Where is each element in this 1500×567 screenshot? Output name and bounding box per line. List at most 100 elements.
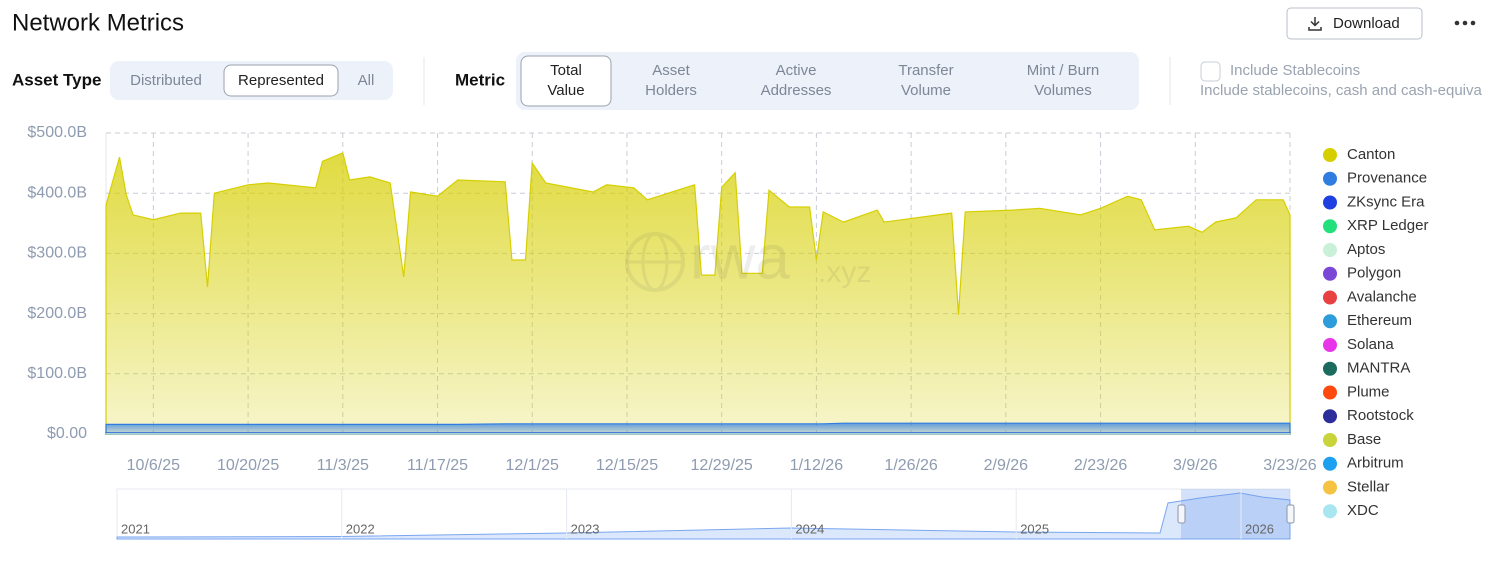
- legend-swatch[interactable]: [1323, 314, 1337, 329]
- watermark-text: rwa: [690, 223, 790, 292]
- legend-label[interactable]: MANTRA: [1347, 360, 1410, 377]
- legend-swatch[interactable]: [1323, 361, 1337, 376]
- selected-option[interactable]: [520, 55, 612, 107]
- asset-type-option[interactable]: Distributed: [130, 72, 202, 89]
- legend-label[interactable]: Provenance: [1347, 170, 1427, 187]
- metric-option[interactable]: Value: [547, 82, 584, 99]
- legend-label[interactable]: Stellar: [1347, 478, 1390, 495]
- metric-label: Metric: [455, 70, 505, 89]
- legend-swatch[interactable]: [1323, 409, 1337, 424]
- asset-type-label: Asset Type: [12, 70, 101, 89]
- x-tick-label: 2/23/26: [1074, 457, 1127, 474]
- navigator-handle[interactable]: [1177, 504, 1186, 524]
- stablecoins-checkbox[interactable]: [1200, 61, 1221, 82]
- legend-swatch[interactable]: [1323, 148, 1337, 162]
- area-series: [105, 152, 1291, 435]
- download-button-frame[interactable]: [1286, 7, 1423, 40]
- menu-dot[interactable]: [1462, 20, 1468, 26]
- legend-label[interactable]: Avalanche: [1347, 288, 1417, 305]
- legend-swatch[interactable]: [1323, 456, 1337, 471]
- download-button[interactable]: Download: [1286, 7, 1423, 40]
- metric-option[interactable]: Mint / Burn: [1027, 62, 1100, 79]
- navigator-label: 2025: [1020, 521, 1049, 536]
- legend-label[interactable]: Arbitrum: [1347, 455, 1404, 472]
- legend-label[interactable]: Solana: [1347, 336, 1394, 353]
- x-tick-label: 2/9/26: [984, 457, 1029, 474]
- legend-swatch[interactable]: [1323, 195, 1337, 210]
- watermark: rwa .xyz: [625, 223, 871, 292]
- legend-label[interactable]: Canton: [1347, 146, 1395, 163]
- metric-group: [516, 52, 1139, 110]
- metric-option[interactable]: Transfer: [898, 62, 953, 79]
- x-tick-label: 3/9/26: [1173, 457, 1218, 474]
- x-tick-label: 1/26/26: [884, 457, 937, 474]
- legend-label[interactable]: Ethereum: [1347, 312, 1412, 329]
- stablecoins-label[interactable]: Include Stablecoins: [1230, 62, 1360, 79]
- x-tick-label: 12/15/25: [596, 457, 658, 474]
- legend-swatch[interactable]: [1323, 504, 1337, 519]
- legend-swatch[interactable]: [1323, 480, 1337, 495]
- menu-dot[interactable]: [1470, 20, 1476, 26]
- page-title: Network Metrics: [12, 9, 184, 36]
- y-tick-label: $400.0B: [27, 184, 87, 201]
- selected-option[interactable]: [223, 64, 339, 97]
- navigator-selection[interactable]: [1181, 489, 1290, 539]
- x-tick-label: 12/29/25: [691, 457, 753, 474]
- metric-option[interactable]: Addresses: [761, 82, 832, 99]
- chart: $0.00 $100.0B $200.0B $300.0B $400.0B $500.0B…: [27, 124, 1428, 519]
- legend-label[interactable]: Aptos: [1347, 241, 1385, 258]
- metric-option[interactable]: Volume: [901, 82, 951, 99]
- watermark-text: .xyz: [818, 256, 871, 289]
- watermark-globe: [625, 232, 685, 292]
- y-tick-label: $100.0B: [27, 365, 87, 382]
- watermark-globe: [641, 232, 669, 292]
- metric-option[interactable]: Volumes: [1034, 82, 1092, 99]
- x-tick-label: 10/6/25: [127, 457, 180, 474]
- navigator-label: 2024: [795, 521, 824, 536]
- menu-dot[interactable]: [1454, 20, 1460, 26]
- legend-swatch[interactable]: [1323, 433, 1337, 447]
- legend-label[interactable]: Base: [1347, 431, 1381, 448]
- navigator-series: [116, 492, 1291, 540]
- legend-label[interactable]: Rootstock: [1347, 407, 1414, 424]
- x-tick-label: 1/12/26: [790, 457, 843, 474]
- legend-label[interactable]: Plume: [1347, 383, 1390, 400]
- legend-swatch[interactable]: [1323, 219, 1337, 234]
- legend-swatch[interactable]: [1323, 385, 1337, 400]
- y-tick-label: $0.00: [47, 425, 87, 442]
- stablecoins-description: Include stablecoins, cash and cash-equiv…: [1200, 82, 1483, 99]
- legend-swatch[interactable]: [1323, 266, 1337, 281]
- asset-type-option[interactable]: All: [358, 72, 375, 89]
- legend-swatch[interactable]: [1323, 243, 1337, 257]
- legend-label[interactable]: XRP Ledger: [1347, 217, 1428, 234]
- navigator-handle[interactable]: [1286, 504, 1295, 524]
- asset-type-option[interactable]: Represented: [238, 72, 324, 89]
- navigator-label: 2021: [121, 521, 150, 536]
- legend-swatch[interactable]: [1323, 171, 1337, 186]
- x-tick-label: 12/1/25: [506, 457, 559, 474]
- x-tick-label: 10/20/25: [217, 457, 279, 474]
- legend-label[interactable]: ZKsync Era: [1347, 193, 1425, 210]
- navigator-label: 2026: [1245, 521, 1274, 536]
- y-tick-label: $500.0B: [27, 124, 87, 141]
- legend-swatch[interactable]: [1323, 290, 1337, 305]
- y-tick-label: $300.0B: [27, 245, 87, 262]
- metric-option[interactable]: Asset: [652, 62, 690, 79]
- legend-swatch[interactable]: [1323, 338, 1337, 352]
- metric-option[interactable]: Total: [550, 62, 582, 79]
- download-label[interactable]: Download: [1333, 15, 1400, 32]
- navigator[interactable]: 2021 2022 2023 2024 2025 2026: [116, 488, 1295, 540]
- metric-option[interactable]: Holders: [645, 82, 697, 99]
- metric-option[interactable]: Active: [776, 62, 817, 79]
- navigator-label: 2023: [571, 521, 600, 536]
- legend-label[interactable]: XDC: [1347, 502, 1379, 519]
- y-tick-label: $200.0B: [27, 305, 87, 322]
- area-series: [105, 422, 1291, 435]
- more-menu[interactable]: [1454, 20, 1476, 26]
- download-icon: [1308, 17, 1322, 31]
- legend-label[interactable]: Polygon: [1347, 265, 1401, 282]
- x-tick-label: 3/23/26: [1263, 457, 1316, 474]
- x-tick-label: 11/17/25: [407, 457, 468, 474]
